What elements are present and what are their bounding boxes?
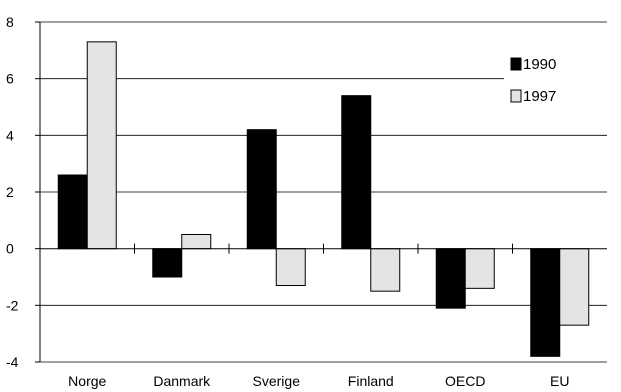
bar-1997-oecd	[464, 248, 495, 289]
x-tick-label: Finland	[348, 373, 394, 389]
y-tick-label: 0	[6, 241, 14, 257]
bar-1990-eu	[530, 248, 561, 357]
bar-1990-danmark	[152, 248, 183, 278]
y-tick-label: 6	[6, 71, 14, 87]
x-tick-label: EU	[550, 373, 569, 389]
y-tick-label: 2	[6, 184, 14, 200]
y-tick-label: -4	[6, 354, 19, 370]
bar-1997-danmark	[181, 234, 212, 250]
bar-1990-oecd	[435, 248, 466, 309]
bar-1997-norge	[86, 41, 117, 250]
legend-label-1997: 1997	[523, 88, 556, 105]
x-tick-label: Danmark	[153, 373, 211, 389]
bar-1997-finland	[370, 248, 401, 292]
bar-1997-sverige	[275, 248, 306, 287]
bar-1990-sverige	[246, 129, 277, 250]
legend: 1990 1997	[504, 50, 608, 112]
y-tick-label: 4	[6, 127, 14, 143]
x-tick-label: OECD	[445, 373, 485, 389]
x-tick-label: Sverige	[253, 373, 301, 389]
gridlines	[40, 21, 607, 363]
x-tick-label: Norge	[68, 373, 106, 389]
y-tick-label: -2	[6, 297, 19, 313]
legend-swatch-1990	[510, 57, 522, 71]
bars	[57, 41, 590, 357]
bar-1997-eu	[559, 248, 590, 326]
bar-1990-norge	[57, 174, 88, 250]
y-tick-label: 8	[6, 14, 14, 30]
legend-swatch-1997	[510, 89, 522, 103]
ticks: 8 6 4 2 0 -2 -4 Norge Danmark Sverige Finland OECD E…	[6, 14, 569, 389]
legend-label-1990: 1990	[523, 56, 556, 73]
bar-1990-finland	[341, 95, 372, 250]
